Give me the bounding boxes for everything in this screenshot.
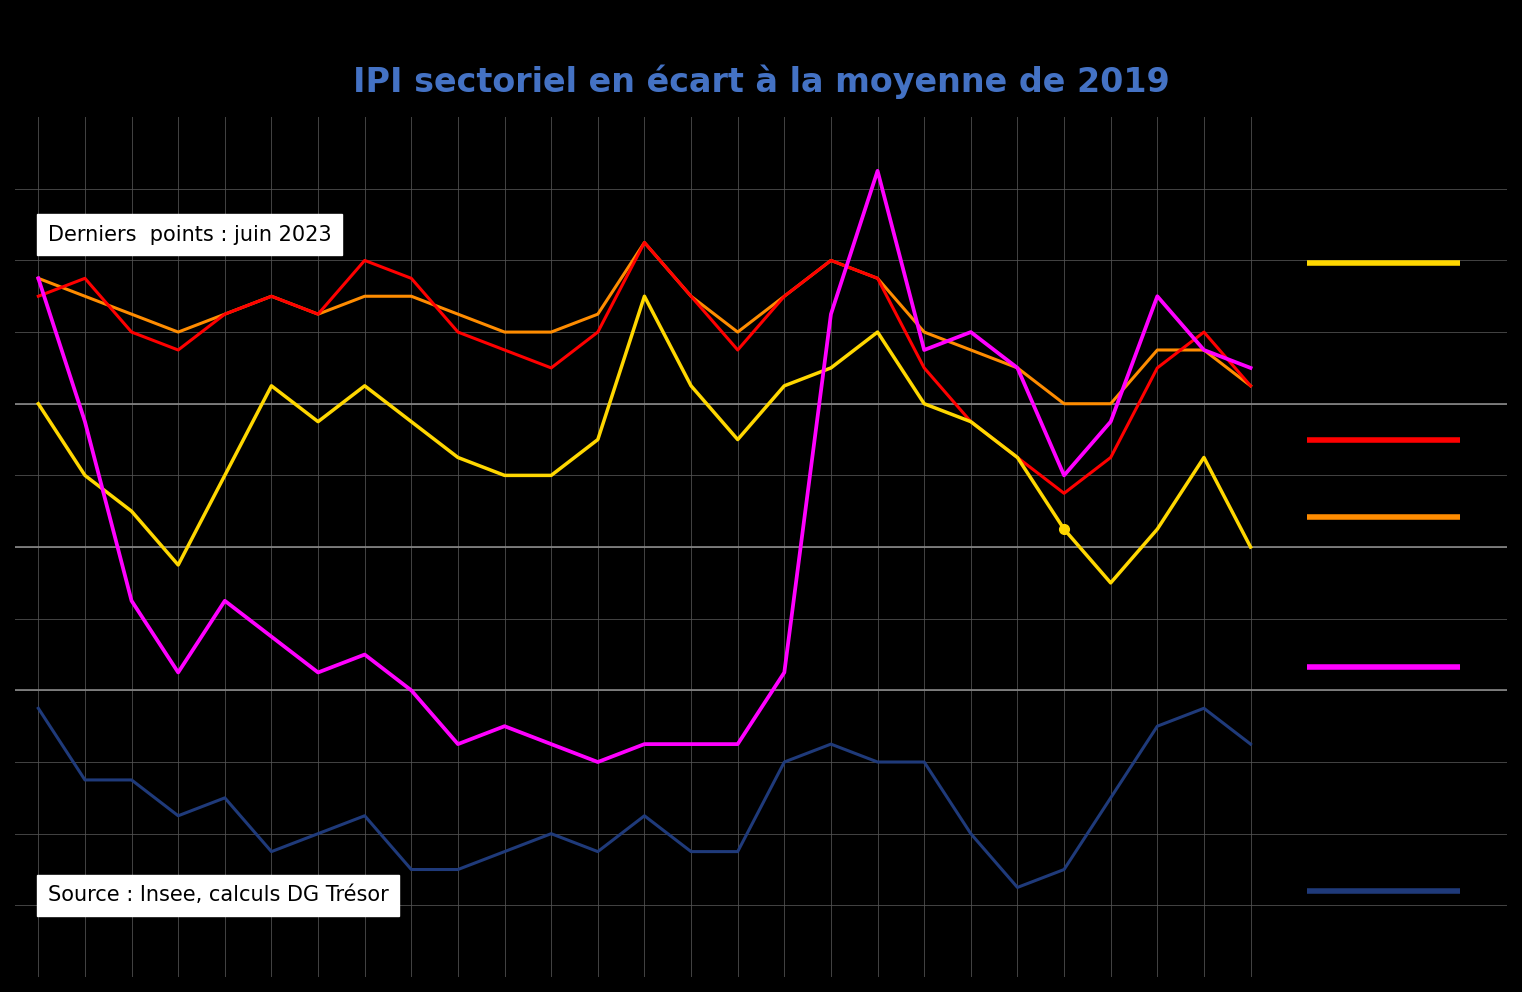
Text: Derniers  points : juin 2023: Derniers points : juin 2023 <box>47 224 332 245</box>
Title: IPI sectoriel en écart à la moyenne de 2019: IPI sectoriel en écart à la moyenne de 2… <box>353 64 1169 99</box>
Text: Source : Insee, calculs DG Trésor: Source : Insee, calculs DG Trésor <box>47 885 388 906</box>
